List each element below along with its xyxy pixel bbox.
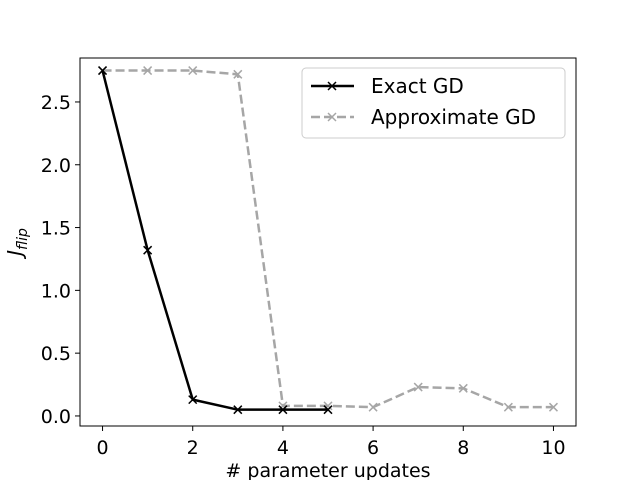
data-point-approximate-gd <box>233 69 243 79</box>
data-point-exact-gd <box>323 405 333 415</box>
x-tick-label: 8 <box>457 437 469 459</box>
legend-label-exact-gd: Exact GD <box>371 74 464 98</box>
y-axis-label-subscript: flip <box>15 228 31 250</box>
data-point-approximate-gd <box>368 402 378 412</box>
x-tick-label: 10 <box>541 437 565 459</box>
data-point-approximate-gd <box>458 383 468 393</box>
legend-sample-exact-gd <box>311 81 354 91</box>
data-point-exact-gd <box>143 245 153 255</box>
series-exact-gd <box>98 66 333 415</box>
data-point-exact-gd <box>98 66 108 76</box>
legend-sample-approximate-gd <box>311 112 354 122</box>
legend: Exact GD Approximate GD <box>301 67 566 139</box>
y-axis-label: Jflip <box>3 228 31 260</box>
data-point-approximate-gd <box>413 382 423 392</box>
legend-marker-exact-gd <box>327 81 337 91</box>
data-point-exact-gd <box>278 405 288 415</box>
data-point-approximate-gd <box>143 66 153 76</box>
data-point-approximate-gd <box>188 66 198 76</box>
series-line-exact-gd <box>101 70 328 411</box>
x-tick-label: 2 <box>187 437 199 459</box>
y-axis-label-main: J <box>3 250 27 260</box>
y-tick-label: 0.0 <box>41 406 71 428</box>
data-point-approximate-gd <box>548 402 558 412</box>
y-tick-label: 1.5 <box>41 218 71 240</box>
y-tick-label: 2.0 <box>41 155 71 177</box>
x-tick-label: 4 <box>277 437 289 459</box>
legend-box <box>301 67 566 139</box>
x-axis-label: # parameter updates <box>225 460 430 480</box>
data-point-approximate-gd <box>503 402 513 412</box>
axis-ticks: 0 2 4 6 8 10 0.0 0.5 1.0 1.5 2.0 2.5 <box>41 92 566 459</box>
y-tick-label: 2.5 <box>41 92 71 114</box>
axes-frame <box>79 57 577 427</box>
x-tick-label: 0 <box>96 437 108 459</box>
legend-marker-approximate-gd <box>327 112 337 122</box>
data-point-exact-gd <box>188 395 198 405</box>
plot-data <box>98 66 558 415</box>
legend-label-approximate-gd: Approximate GD <box>371 105 536 129</box>
y-tick-label: 0.5 <box>41 343 71 365</box>
y-tick-label: 1.0 <box>41 280 71 302</box>
data-point-exact-gd <box>233 405 243 415</box>
x-tick-label: 6 <box>367 437 379 459</box>
